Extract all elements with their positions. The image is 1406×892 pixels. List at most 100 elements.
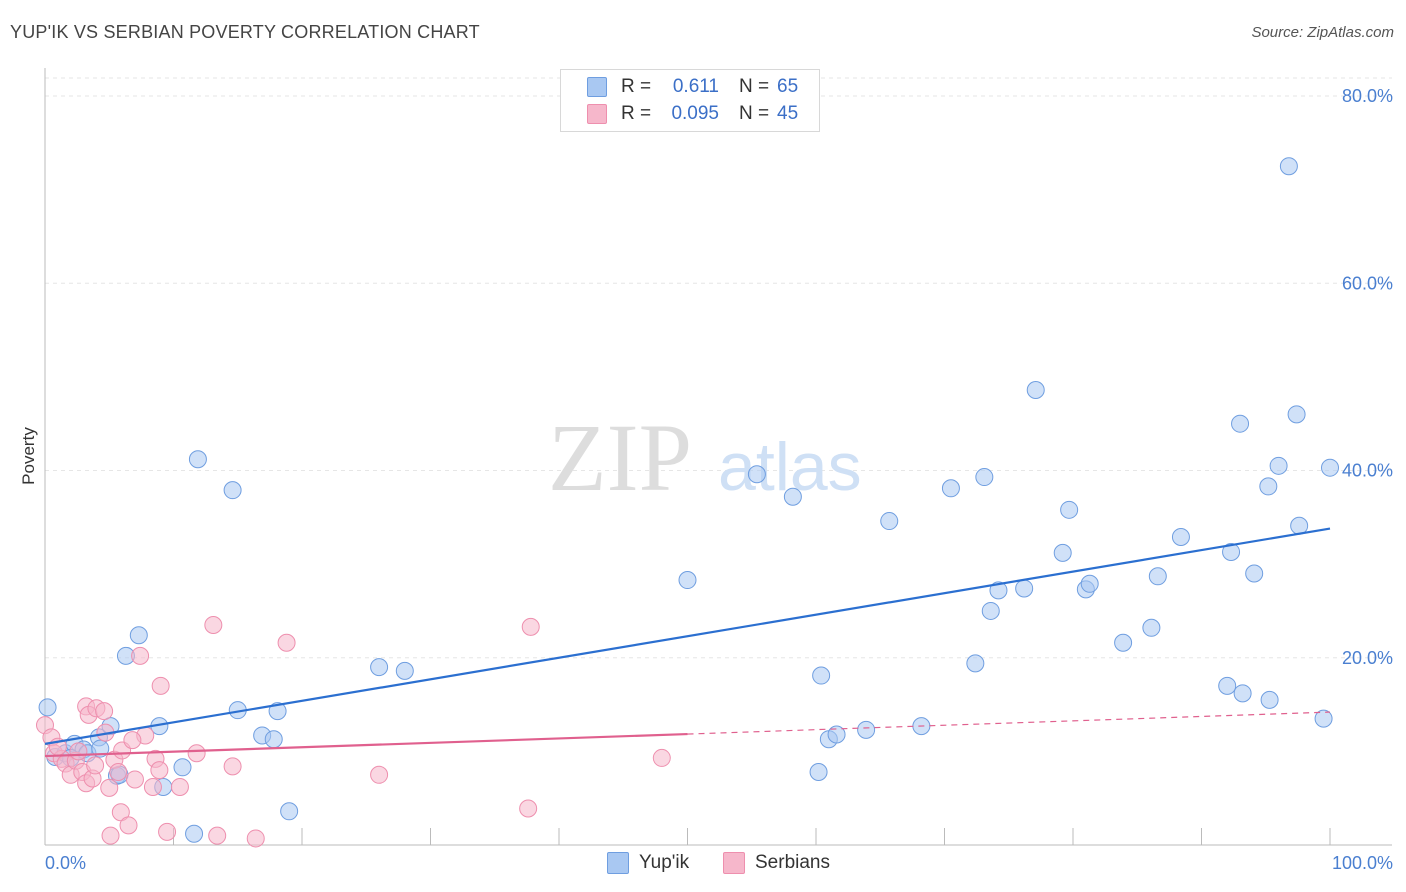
yupik-point: [1218, 676, 1237, 695]
yupik-point: [880, 512, 899, 531]
serbians-point: [125, 770, 144, 789]
yupik-point: [1260, 690, 1279, 709]
serbians-trend-line: [44, 732, 688, 758]
yupik-point: [941, 479, 960, 498]
yupik-point: [1233, 684, 1252, 703]
yupik-point: [91, 739, 110, 758]
yupik-point: [370, 658, 389, 677]
watermark-zip: ZIP: [548, 404, 692, 511]
bottom-legend-label-serbians: Serbians: [755, 852, 830, 873]
serbians-point: [158, 822, 177, 841]
bottom-legend-serbians: Serbians: [723, 852, 830, 874]
yupik-point: [812, 666, 831, 685]
legend-swatch-serbians: [587, 104, 607, 124]
yupik-point: [678, 571, 697, 590]
yupik-point: [280, 802, 299, 821]
y-axis-title: Poverty: [19, 427, 38, 485]
yupik-point: [1080, 574, 1099, 593]
serbians-point: [123, 731, 142, 750]
yupik-point: [1015, 579, 1034, 598]
serbians-point: [187, 744, 206, 763]
y-tick-label: 80.0%: [1342, 86, 1393, 106]
x-tick-label-min: 0.0%: [45, 853, 86, 873]
yupik-point: [1148, 567, 1167, 586]
source-label: Source: ZipAtlas.com: [1251, 24, 1394, 41]
x-tick-label-max: 100.0%: [1332, 853, 1393, 873]
yupik-point: [223, 481, 242, 500]
legend-row-yupik: R = 0.611 N = 65: [587, 75, 798, 99]
yupik-point: [129, 626, 148, 645]
serbians-point: [101, 826, 120, 845]
serbians-point: [208, 826, 227, 845]
yupik-point: [1053, 543, 1072, 562]
serbians-trend-line-extrapolated: [687, 711, 1331, 735]
yupik-point: [809, 762, 828, 781]
serbians-point: [223, 757, 242, 776]
serbians-point: [370, 765, 389, 784]
serbians-point: [151, 676, 170, 695]
serbians-point: [204, 615, 223, 634]
legend: R = 0.611 N = 65 R = 0.095 N = 45: [560, 69, 820, 132]
yupik-point: [989, 581, 1008, 600]
legend-n-value: 45: [777, 103, 799, 124]
legend-n-label: N =: [739, 76, 770, 97]
yupik-point: [268, 702, 287, 721]
serbians-point: [143, 777, 162, 796]
serbians-point: [246, 829, 265, 848]
serbians-point: [109, 762, 128, 781]
serbians-point: [119, 816, 138, 835]
yupik-point: [1287, 405, 1306, 424]
watermark: ZIP atlas: [548, 404, 862, 511]
yupik-point: [783, 487, 802, 506]
bottom-legend: Yup'ik Serbians: [0, 852, 1406, 876]
trend-lines: [44, 527, 1331, 758]
serbians-point: [86, 756, 105, 775]
yupik-point: [1171, 527, 1190, 546]
yupik-point: [1060, 500, 1079, 519]
bottom-legend-label-yupik: Yup'ik: [639, 852, 690, 873]
yupik-point: [1269, 456, 1288, 475]
serbians-point: [100, 778, 119, 797]
legend-row-serbians: R = 0.095 N = 45: [587, 102, 798, 126]
yupik-point: [857, 720, 876, 739]
tick-labels: 20.0% 40.0% 60.0% 80.0% 0.0% 100.0%: [45, 86, 1393, 873]
bottom-legend-swatch-yupik: [607, 852, 629, 874]
yupik-point: [1245, 564, 1264, 583]
y-tick-label: 20.0%: [1342, 648, 1393, 668]
yupik-point: [1026, 380, 1045, 399]
serbians-point: [69, 742, 88, 761]
yupik-point: [173, 758, 192, 777]
yupik-point: [981, 601, 1000, 620]
legend-n-value: 65: [777, 76, 799, 97]
legend-r-value: 0.095: [671, 103, 719, 124]
yupik-point: [1259, 477, 1278, 496]
yupik-point: [38, 698, 57, 717]
yupik-point: [827, 725, 846, 744]
bottom-legend-yupik: Yup'ik: [607, 852, 689, 874]
legend-r-label: R =: [621, 103, 652, 124]
yupik-point: [1231, 414, 1250, 433]
grid-lines: [45, 77, 1392, 659]
serbians-point: [519, 799, 538, 818]
yupik-point: [1114, 633, 1133, 652]
yupik-point: [1279, 157, 1298, 176]
y-tick-label: 60.0%: [1342, 273, 1393, 293]
serbians-point: [652, 748, 671, 767]
yupik-point: [185, 824, 204, 843]
serbians-point: [170, 777, 189, 796]
yupik-point: [966, 654, 985, 673]
yupik-trend-line: [44, 527, 1331, 745]
yupik-point: [1142, 618, 1161, 637]
yupik-point: [395, 661, 414, 680]
legend-r-label: R =: [621, 76, 652, 97]
serbians-point: [131, 646, 150, 665]
yupik-point: [1321, 458, 1339, 477]
legend-swatch-yupik: [587, 77, 607, 97]
bottom-legend-swatch-serbians: [723, 852, 745, 874]
serbians-point: [277, 633, 296, 652]
data-points: [36, 157, 1339, 848]
serbians-point: [150, 761, 169, 780]
yupik-point: [188, 450, 207, 469]
yupik-point: [975, 468, 994, 487]
